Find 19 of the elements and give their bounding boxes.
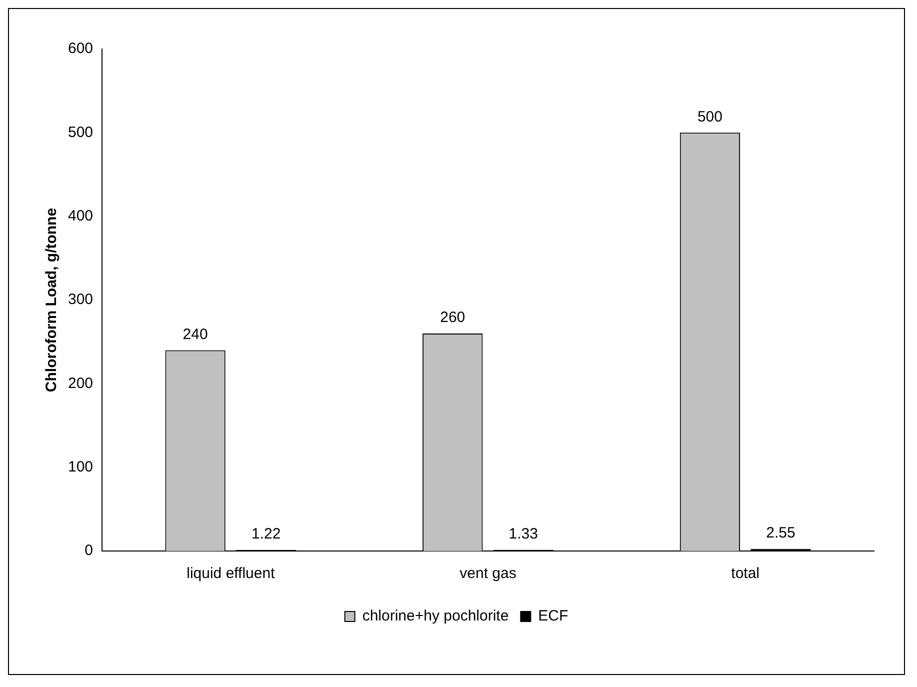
- y-tick-label: 400: [68, 207, 94, 224]
- y-tick-label: 300: [68, 291, 94, 308]
- data-label: 1.33: [508, 526, 538, 543]
- y-tick-label: 0: [84, 542, 94, 560]
- legend-label: chlorine+hy pochlorite: [362, 608, 509, 625]
- data-label: 500: [697, 108, 722, 126]
- x-tick-label: vent gas: [460, 565, 516, 582]
- data-label: 240: [182, 326, 208, 343]
- y-tick-label: 500: [68, 124, 94, 141]
- y-tick-label: 200: [68, 374, 94, 392]
- y-tick-label: 100: [68, 458, 94, 476]
- data-label: 2.55: [766, 524, 796, 542]
- y-tick-label: 600: [68, 40, 94, 58]
- data-label: 260: [440, 309, 466, 326]
- legend-label: ECF: [538, 608, 568, 625]
- x-tick-label: total: [731, 565, 760, 582]
- x-tick-label: liquid effluent: [186, 565, 276, 582]
- y-axis-title: Chloroform Load, g/tonne: [43, 208, 60, 392]
- data-label: 1.22: [251, 526, 281, 543]
